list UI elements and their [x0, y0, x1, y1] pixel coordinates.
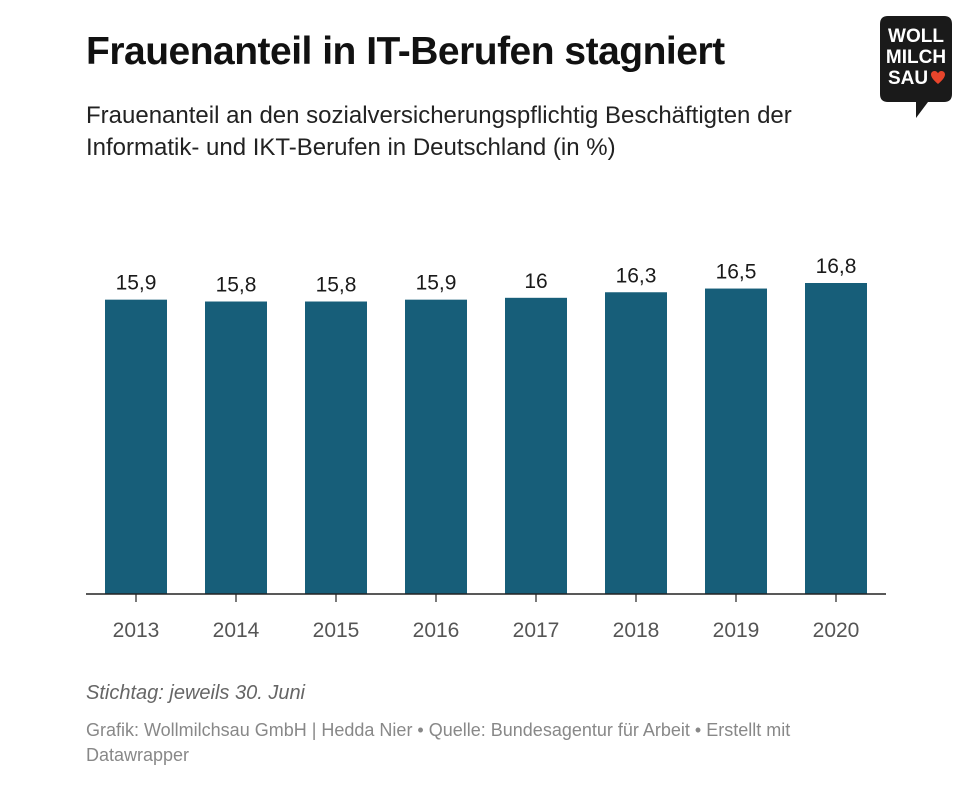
value-label-2013: 15,9 [116, 272, 157, 295]
value-label-2017: 16 [524, 270, 547, 293]
value-labels-group: 15,9 15,8 15,8 15,9 16 16,3 16,5 16,8 [116, 255, 857, 297]
bar-2019 [705, 288, 767, 594]
value-label-2018: 16,3 [616, 264, 657, 287]
heart-icon [931, 71, 945, 84]
bar-2013 [105, 299, 167, 594]
value-label-2014: 15,8 [216, 274, 257, 297]
bar-2014 [205, 301, 267, 594]
x-ticks-group [135, 594, 837, 602]
value-label-2015: 15,8 [316, 274, 357, 297]
wollmilchsau-logo: WOLL MILCH SAU [880, 16, 952, 118]
x-tick-label-2016: 2016 [413, 619, 460, 642]
bar-2015 [305, 301, 367, 594]
value-label-2020: 16,8 [816, 255, 857, 278]
bar-2020 [805, 283, 867, 594]
bars-group [105, 283, 867, 594]
bar-2017 [505, 297, 567, 594]
x-tick-labels-group: 2013 2014 2015 2016 2017 2018 2019 2020 [113, 619, 860, 642]
bar-2018 [605, 292, 667, 594]
footnote-date: Stichtag: jeweils 30. Juni [86, 682, 306, 704]
x-tick-label-2013: 2013 [113, 619, 160, 642]
x-tick-label-2015: 2015 [313, 619, 360, 642]
x-tick-label-2017: 2017 [513, 619, 560, 642]
x-tick-label-2019: 2019 [713, 619, 760, 642]
chart-subtitle: Frauenanteil an den sozialversicherungsp… [86, 102, 792, 161]
x-tick-label-2018: 2018 [613, 619, 660, 642]
logo-line-1: WOLL [888, 26, 944, 47]
x-tick-label-2014: 2014 [213, 619, 260, 642]
bar-2016 [405, 299, 467, 594]
logo-line-3: SAU [888, 68, 928, 89]
logo-line-2: MILCH [886, 47, 946, 68]
source-credits: Grafik: Wollmilchsau GmbH | Hedda Nier •… [86, 720, 791, 765]
logo-speech-bubble [880, 16, 952, 118]
value-label-2016: 15,9 [416, 272, 457, 295]
x-tick-label-2020: 2020 [813, 619, 860, 642]
value-label-2019: 16,5 [716, 261, 757, 284]
bar-chart: 15,9 15,8 15,8 15,9 16 16,3 16,5 16,8 2013 2014 2… [86, 255, 886, 642]
chart-title: Frauenanteil in IT-Berufen stagniert [86, 30, 725, 73]
